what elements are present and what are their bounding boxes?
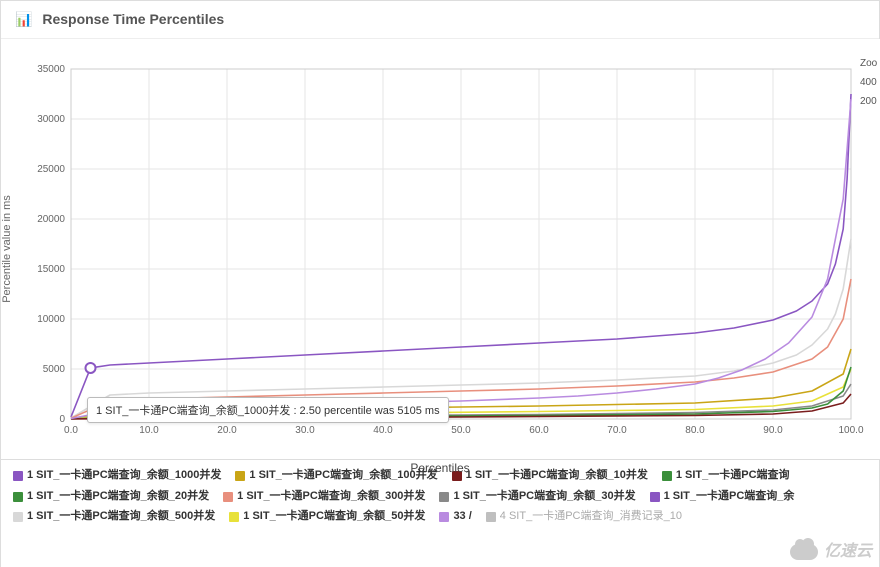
legend-swatch: [439, 492, 449, 502]
svg-text:100.0: 100.0: [838, 425, 863, 436]
percentile-chart[interactable]: 0 5000 10000 15000 20000 25000 30000 35000 0.0 10…: [1, 39, 880, 459]
panel-title: Response Time Percentiles: [42, 11, 224, 27]
svg-text:30000: 30000: [37, 114, 65, 125]
legend-swatch: [439, 512, 449, 522]
legend-label: 1 SIT_一卡通PC端查询_余额_50并发: [243, 510, 425, 522]
svg-text:50.0: 50.0: [451, 425, 471, 436]
legend-item[interactable]: 1 SIT_一卡通PC端查询_余额_50并发: [229, 507, 425, 528]
legend-swatch: [13, 492, 23, 502]
zoom-panel: Zoo 400 200: [860, 50, 880, 115]
legend-item[interactable]: 1 SIT_一卡通PC端查询_余额_500并发: [13, 507, 215, 528]
legend-label: 4 SIT_一卡通PC端查询_消费记录_10: [500, 510, 682, 522]
svg-text:25000: 25000: [37, 164, 65, 175]
cloud-icon: [790, 544, 818, 560]
zoom-title: Zoo: [860, 58, 880, 69]
chart-area[interactable]: Percentile value in ms 0 5000 10000 15000 20…: [1, 39, 879, 459]
svg-text:15000: 15000: [37, 264, 65, 275]
watermark: 亿速云: [790, 537, 872, 561]
legend-label: 1 SIT_一卡通PC端查询_余额_30并发: [453, 490, 635, 502]
svg-text:80.0: 80.0: [685, 425, 705, 436]
legend-item[interactable]: 1 SIT_一卡通PC端查询_余: [650, 487, 795, 508]
legend-item[interactable]: 1 SIT_一卡通PC端查询_余额_30并发: [439, 487, 635, 508]
legend-swatch: [13, 512, 23, 522]
tooltip: 1 SIT_一卡通PC端查询_余额_1000并发 : 2.50 percenti…: [87, 397, 449, 423]
svg-text:0: 0: [59, 414, 65, 425]
svg-text:20.0: 20.0: [217, 425, 237, 436]
legend-item[interactable]: 4 SIT_一卡通PC端查询_消费记录_10: [486, 507, 682, 528]
legend-swatch: [486, 512, 496, 522]
svg-text:40.0: 40.0: [373, 425, 393, 436]
tooltip-text: 1 SIT_一卡通PC端查询_余额_1000并发 : 2.50 percenti…: [96, 405, 440, 417]
bar-chart-icon: 📊: [15, 11, 32, 27]
panel: 📊 Response Time Percentiles Percentile v…: [0, 0, 880, 567]
svg-text:20000: 20000: [37, 214, 65, 225]
y-axis-label: Percentile value in ms: [1, 195, 13, 303]
svg-text:30.0: 30.0: [295, 425, 315, 436]
zoom-button[interactable]: 200: [860, 96, 880, 107]
svg-text:5000: 5000: [43, 364, 66, 375]
legend-label: 1 SIT_一卡通PC端查询_余: [664, 490, 795, 502]
svg-text:10000: 10000: [37, 314, 65, 325]
x-axis-label: Percentiles: [1, 461, 879, 475]
legend-swatch: [650, 492, 660, 502]
legend-swatch: [223, 492, 233, 502]
svg-text:90.0: 90.0: [763, 425, 783, 436]
legend-item[interactable]: 1 SIT_一卡通PC端查询_余额_300并发: [223, 487, 425, 508]
panel-header: 📊 Response Time Percentiles: [1, 1, 879, 39]
legend-item[interactable]: 33 /: [439, 507, 471, 528]
svg-text:10.0: 10.0: [139, 425, 159, 436]
zoom-button[interactable]: 400: [860, 77, 880, 88]
svg-text:0.0: 0.0: [64, 425, 78, 436]
legend-label: 1 SIT_一卡通PC端查询_余额_300并发: [237, 490, 425, 502]
watermark-text: 亿速云: [824, 543, 872, 560]
legend-label: 33 /: [453, 510, 471, 522]
legend-item[interactable]: 1 SIT_一卡通PC端查询_余额_20并发: [13, 487, 209, 508]
svg-text:60.0: 60.0: [529, 425, 549, 436]
svg-text:35000: 35000: [37, 64, 65, 75]
svg-text:70.0: 70.0: [607, 425, 627, 436]
legend-label: 1 SIT_一卡通PC端查询_余额_20并发: [27, 490, 209, 502]
legend-label: 1 SIT_一卡通PC端查询_余额_500并发: [27, 510, 215, 522]
legend-swatch: [229, 512, 239, 522]
